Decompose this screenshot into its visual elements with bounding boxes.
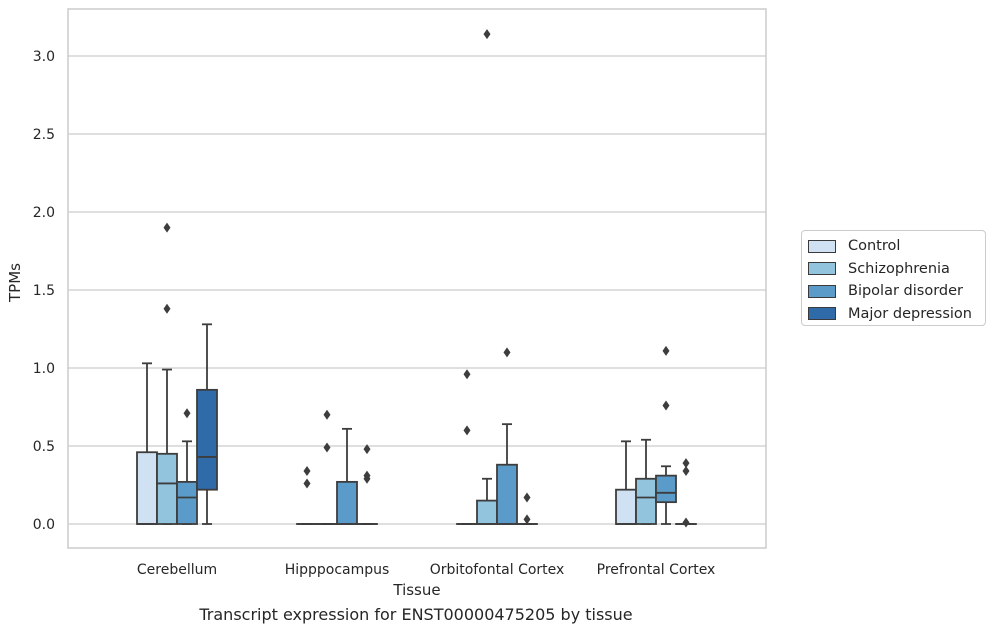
legend-label-bipolar-disorder: Bipolar disorder (848, 283, 963, 300)
series-major-depression (196, 323, 697, 528)
x-tick-label: Hipppocampus (285, 562, 390, 578)
y-tick-labels: 0.0 0.5 1.0 1.5 2.0 2.5 3.0 (33, 49, 55, 533)
legend-swatch-schizophrenia (808, 262, 836, 276)
box (635, 438, 657, 525)
legend-item-schizophrenia: Schizophrenia (808, 258, 979, 281)
box-body (635, 477, 657, 525)
box (156, 222, 178, 525)
outlier-point (183, 408, 191, 419)
outlier-point (523, 492, 531, 503)
series-bipolar-disorder (176, 345, 677, 525)
x-tick-label: Prefrontal Cortex (597, 562, 716, 578)
box (296, 465, 318, 525)
outlier-point (163, 222, 171, 233)
x-tick-label: Cerebellum (137, 562, 217, 578)
box-body (196, 388, 218, 491)
legend-swatch-bipolar-disorder (808, 284, 836, 298)
box (196, 323, 218, 525)
box-body (156, 452, 178, 525)
outlier-point (323, 409, 331, 420)
box-body (655, 474, 677, 504)
box-body (336, 480, 358, 525)
y-tick-label: 1.0 (33, 361, 55, 377)
outlier-point (363, 473, 371, 484)
box (476, 29, 498, 525)
x-tick-label: Orbitofontal Cortex (430, 562, 565, 578)
y-tick-label: 2.0 (33, 205, 55, 221)
legend-label-major-depression: Major depression (848, 305, 972, 322)
outlier-point (463, 425, 471, 436)
outlier-point (662, 345, 670, 356)
outlier-point (483, 29, 491, 40)
outlier-point (682, 458, 690, 469)
x-tick-labels: Cerebellum Hipppocampus Orbitofontal Corte… (137, 562, 715, 578)
box (176, 408, 198, 525)
outlier-point (503, 347, 511, 358)
box (496, 347, 518, 525)
y-tick-label: 0.0 (33, 517, 55, 533)
box-body (615, 488, 637, 525)
box-body (136, 451, 158, 525)
outlier-point (303, 465, 311, 476)
box (456, 369, 478, 525)
box (136, 362, 158, 525)
outlier-point (463, 369, 471, 380)
outlier-point (523, 514, 531, 525)
outlier-point (662, 400, 670, 411)
legend-label-schizophrenia: Schizophrenia (848, 260, 950, 277)
legend-item-major-depression: Major depression (808, 303, 979, 326)
box (336, 427, 358, 525)
box-series (136, 29, 697, 528)
box (516, 492, 538, 525)
y-tick-label: 2.5 (33, 127, 55, 143)
series-schizophrenia (156, 29, 657, 525)
legend-swatch-major-depression (808, 307, 836, 321)
box (675, 458, 697, 528)
y-axis-label: TPMs (6, 263, 24, 303)
legend-item-control: Control (808, 235, 979, 258)
box (655, 345, 677, 525)
plot-frame (67, 8, 767, 549)
legend-item-bipolar-disorder: Bipolar disorder (808, 280, 979, 303)
outlier-point (363, 444, 371, 455)
outlier-point (323, 442, 331, 453)
outlier-point (303, 478, 311, 489)
box (615, 440, 637, 525)
y-tick-label: 3.0 (33, 49, 55, 65)
box-body (496, 463, 518, 525)
outlier-point (682, 517, 690, 528)
box (316, 409, 338, 525)
legend-swatch-control (808, 239, 836, 253)
outlier-point (163, 303, 171, 314)
legend-label-control: Control (848, 238, 901, 255)
box-body (176, 480, 198, 525)
y-tick-label: 1.5 (33, 283, 55, 299)
chart-caption: Transcript expression for ENST0000047520… (199, 605, 633, 624)
x-axis-label: Tissue (392, 581, 440, 599)
grid-lines (68, 55, 766, 525)
box-body (476, 499, 498, 525)
y-tick-label: 0.5 (33, 439, 55, 455)
legend: Control Schizophrenia Bipolar disorder M… (801, 230, 986, 326)
outlier-point (682, 465, 690, 476)
box (356, 444, 378, 525)
